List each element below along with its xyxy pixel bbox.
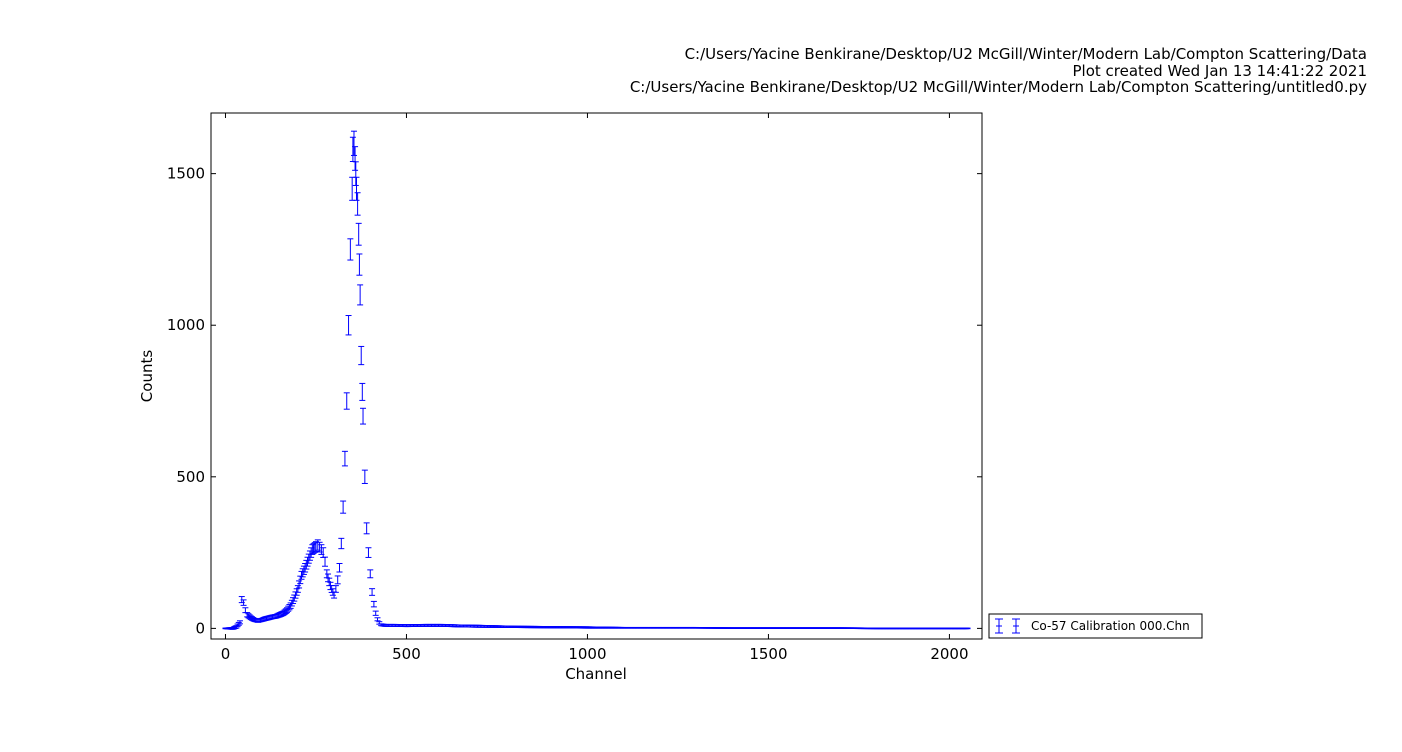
data-point-errorbar: [356, 253, 363, 276]
y-tick-label: 1000: [167, 316, 205, 334]
data-point-errorbar: [349, 176, 356, 201]
data-point-errorbar: [347, 238, 354, 261]
data-point-errorbar: [340, 500, 347, 514]
data-point-errorbar: [367, 569, 374, 579]
data-point-errorbar: [358, 345, 365, 366]
data-point-errorbar: [345, 315, 352, 336]
data-point-errorbar: [353, 176, 360, 201]
legend-marker-icon: [995, 618, 1020, 634]
data-point-errorbar: [332, 585, 339, 593]
data-point-errorbar: [354, 192, 361, 216]
x-tick-label: 2000: [930, 645, 968, 663]
y-tick-label: 0: [195, 619, 205, 637]
data-point-errorbar: [352, 146, 359, 171]
data-point-errorbar: [359, 382, 366, 401]
y-tick-label: 500: [176, 468, 205, 486]
tick-layer: 0 500 1000 1500 2000 0 500 1000 1500: [167, 113, 982, 663]
x-tick-label: 500: [392, 645, 421, 663]
header-created-date: Plot created Wed Jan 13 14:41:22 2021: [1072, 61, 1367, 80]
data-point-errorbar: [242, 607, 249, 614]
data-point-errorbar: [236, 620, 243, 625]
data-point-errorbar: [240, 599, 247, 606]
data-point-errorbar: [363, 522, 370, 535]
data-point-errorbar: [336, 563, 343, 573]
data-point-errorbar: [294, 585, 301, 593]
data-point-errorbar: [296, 580, 303, 589]
data-point-errorbar: [365, 547, 372, 558]
x-axis-label: Channel: [565, 665, 627, 683]
series-layer: [222, 130, 971, 630]
header-script-path: C:/Users/Yacine Benkirane/Desktop/U2 McG…: [629, 78, 1367, 96]
legend-box: [988, 613, 1203, 639]
plot-header: C:/Users/Yacine Benkirane/Desktop/U2 McG…: [630, 46, 1367, 96]
data-point-errorbar: [357, 284, 364, 306]
data-point-errorbar: [374, 617, 381, 622]
data-point-errorbar: [372, 610, 379, 616]
data-point-errorbar: [334, 575, 341, 585]
y-axis-label: Counts: [138, 350, 156, 403]
data-point-errorbar: [352, 161, 359, 186]
data-point-errorbar: [355, 222, 362, 246]
header-data-path: C:/Users/Yacine Benkirane/Desktop/U2 McG…: [684, 45, 1367, 63]
data-point-errorbar: [338, 537, 345, 550]
data-point-errorbar: [369, 588, 376, 596]
data-point-errorbar: [350, 130, 357, 156]
data-point-errorbar: [964, 627, 971, 630]
data-point-errorbar: [370, 600, 377, 608]
axes-frame: [210, 112, 983, 640]
legend: Co-57 Calibration 000.Chn: [988, 613, 1203, 639]
data-point-errorbar: [343, 392, 350, 410]
y-tick-label: 1500: [167, 165, 205, 183]
data-point-errorbar: [322, 556, 329, 567]
data-point-errorbar: [341, 450, 348, 467]
x-tick-label: 0: [221, 645, 231, 663]
data-point-errorbar: [360, 407, 367, 425]
data-point-errorbar: [361, 469, 368, 484]
legend-label: Co-57 Calibration 000.Chn: [1031, 619, 1190, 633]
x-tick-label: 1000: [568, 645, 606, 663]
x-tick-label: 1500: [749, 645, 787, 663]
